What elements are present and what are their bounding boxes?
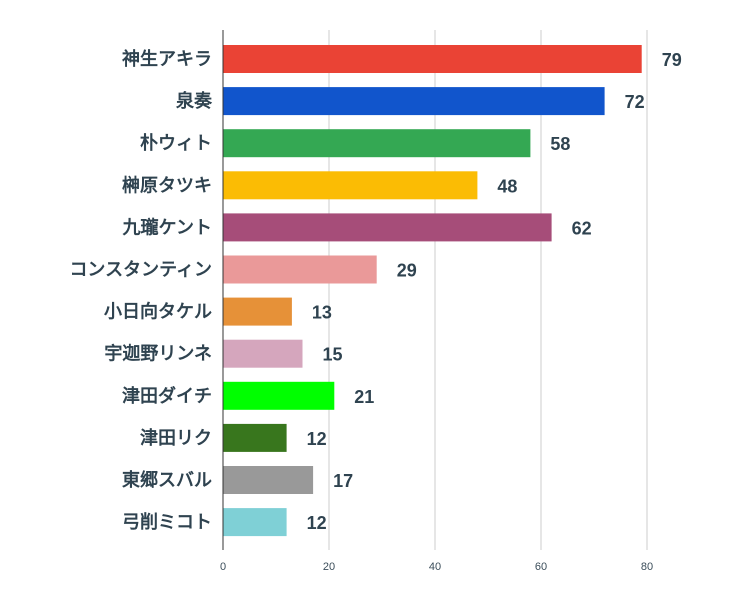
- value-label: 15: [323, 345, 343, 365]
- category-label: 小日向タケル: [104, 301, 212, 323]
- value-labels: 79 72 58 48 62 29 13 15 21 12 17 12: [307, 50, 682, 533]
- category-label: 弓削ミコト: [122, 511, 212, 533]
- x-tick-label: 20: [323, 561, 335, 573]
- bar: [223, 423, 287, 452]
- bar: [223, 213, 552, 242]
- category-label: 榊原タツキ: [122, 174, 212, 196]
- category-label: 津田リク: [140, 427, 212, 449]
- x-tick-label: 80: [641, 561, 653, 573]
- value-label: 17: [333, 471, 353, 491]
- bar: [223, 129, 531, 158]
- bar: [223, 45, 642, 73]
- category-label: 泉奏: [176, 90, 213, 112]
- bar: [223, 466, 314, 494]
- bar: [223, 171, 478, 200]
- value-label: 13: [312, 303, 332, 323]
- x-axis-ticks: 0 20 40 60 80: [220, 561, 653, 573]
- value-label: 48: [497, 176, 517, 196]
- bar: [223, 339, 303, 368]
- gridlines: [328, 30, 648, 550]
- value-label: 58: [550, 134, 570, 154]
- value-label: 21: [354, 387, 374, 407]
- value-label: 79: [662, 50, 682, 70]
- value-label: 62: [572, 218, 592, 238]
- bar: [223, 381, 335, 410]
- x-tick-label: 40: [429, 561, 441, 573]
- category-label: 神生アキラ: [122, 48, 212, 70]
- category-label: 津田ダイチ: [122, 385, 212, 407]
- value-label: 12: [307, 513, 327, 533]
- category-labels: 神生アキラ泉奏朴ウィト榊原タツキ九瓏ケントコンスタンティン小日向タケル宇迦野リン…: [69, 48, 213, 533]
- bar: [223, 87, 605, 116]
- category-label: 宇迦野リンネ: [104, 343, 212, 365]
- value-label: 72: [625, 92, 645, 112]
- category-label: 九瓏ケント: [122, 216, 212, 238]
- bars: [223, 45, 642, 537]
- category-label: 東郷スバル: [122, 469, 212, 491]
- x-tick-label: 0: [220, 561, 226, 573]
- value-label: 12: [307, 429, 327, 449]
- bar: [223, 255, 377, 284]
- bar: [223, 297, 292, 326]
- category-label: コンスタンティン: [69, 260, 212, 281]
- value-label: 29: [397, 261, 417, 281]
- category-label: 朴ウィト: [140, 132, 212, 154]
- x-tick-label: 60: [535, 561, 547, 573]
- bar: [223, 508, 287, 537]
